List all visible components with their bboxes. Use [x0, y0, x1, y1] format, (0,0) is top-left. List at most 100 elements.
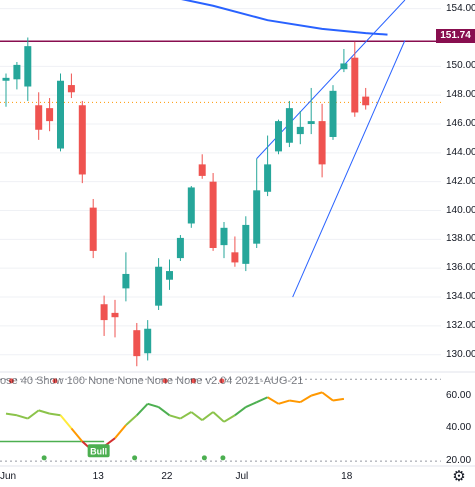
- oscillator-line-segment: [5, 412, 18, 417]
- candle-body: [13, 64, 21, 80]
- oscillator-dot: [201, 455, 207, 461]
- candle-body: [67, 85, 75, 93]
- oscillator-line-segment: [59, 414, 73, 430]
- candle-body: [198, 164, 206, 176]
- oscillator-dot: [220, 455, 226, 461]
- candle-body: [209, 181, 217, 248]
- candle-body: [155, 266, 163, 306]
- oscillator-line-segment: [212, 411, 225, 423]
- candle-body: [329, 90, 337, 137]
- price-tick-label: 136.00: [446, 262, 475, 274]
- candle-body: [187, 187, 195, 224]
- candle-body: [100, 304, 108, 321]
- oscillator-line-segment: [114, 424, 127, 439]
- oscillator-line-segment: [245, 401, 258, 409]
- oscillator-dot: [190, 378, 196, 384]
- candle-body: [253, 190, 261, 244]
- candle-body: [133, 330, 141, 357]
- date-axis[interactable]: Jun 13 22 Jul 18: [0, 466, 441, 487]
- candle-body: [46, 108, 54, 122]
- candle-body: [220, 227, 228, 246]
- candle-body: [144, 328, 152, 354]
- candle-body: [24, 46, 32, 87]
- price-tick-label: 134.00: [446, 291, 475, 303]
- oscillator-line-segment: [201, 411, 214, 421]
- channel-line: [292, 40, 406, 298]
- candle-body: [275, 121, 282, 152]
- oscillator-line-segment: [16, 414, 29, 420]
- oscillator-line-segment: [267, 396, 280, 405]
- oscillator-line-segment: [190, 411, 203, 421]
- oscillator-line-segment: [49, 412, 61, 417]
- oscillator-tick-label: 40.00: [446, 422, 472, 434]
- oscillator-header: ose 40 Show 100 None None None None v2.0…: [0, 375, 304, 387]
- candle-body: [111, 312, 119, 318]
- oscillator-dot: [219, 378, 225, 384]
- candle-body: [351, 57, 359, 113]
- oscillator-line-segment: [70, 427, 84, 443]
- oscillator-line-segment: [223, 414, 236, 423]
- candle-body: [307, 121, 315, 124]
- oscillator-line-segment: [125, 414, 138, 426]
- date-tick-label: 22: [161, 471, 173, 482]
- oscillator-line-segment: [332, 397, 345, 402]
- oscillator-line-segment: [179, 411, 192, 420]
- oscillator-line-segment: [38, 409, 50, 415]
- oscillator-line-segment: [234, 406, 247, 417]
- oscillator-dot: [162, 378, 168, 384]
- oscillator-dot: [8, 378, 14, 384]
- price-tick-label: 130.00: [446, 348, 475, 360]
- candle-body: [166, 271, 173, 280]
- oscillator-line-segment: [157, 406, 171, 417]
- date-tick-label: 13: [92, 471, 104, 482]
- oscillator-dot: [41, 455, 47, 461]
- candle-body: [285, 108, 293, 143]
- date-tick-label: Jun: [0, 471, 17, 482]
- candle-body: [340, 63, 348, 70]
- oscillator-line-segment: [321, 391, 334, 402]
- candle-body: [296, 126, 304, 135]
- oscillator-line-segment: [136, 403, 149, 416]
- candle-body: [362, 96, 370, 106]
- date-tick-label: Jul: [235, 471, 249, 482]
- candle-body: [242, 224, 250, 264]
- oscillator-tick-label: 20.00: [446, 455, 472, 467]
- oscillator-line-segment: [147, 402, 159, 409]
- price-axis[interactable]: 154.00 150.00 148.00 146.00 144.00 142.00 140.…: [441, 0, 475, 372]
- oscillator-tick-label: 60.00: [446, 389, 472, 401]
- oscillator-line-segment: [278, 399, 290, 405]
- price-tick-label: 142.00: [446, 175, 475, 187]
- last-price-badge: 151.74: [436, 29, 475, 43]
- oscillator-line-segment: [169, 414, 181, 420]
- oscillator-line-segment: [289, 399, 301, 404]
- candle-body: [78, 105, 86, 175]
- candle-body: [35, 105, 43, 130]
- oscillator-line-segment: [256, 396, 269, 404]
- price-tick-label: 140.00: [446, 204, 475, 216]
- oscillator-dot: [52, 378, 58, 384]
- oscillator-line-segment: [310, 391, 323, 397]
- candle-body: [89, 207, 97, 251]
- price-tick-label: 138.00: [446, 233, 475, 245]
- candle-body: [231, 252, 239, 263]
- candle-body: [176, 237, 184, 259]
- oscillator-dot: [132, 455, 138, 461]
- candle-body: [122, 273, 130, 289]
- gear-icon[interactable]: ⚙: [452, 468, 466, 485]
- oscillator-line-segment: [27, 409, 40, 420]
- price-tick-label: 150.00: [446, 60, 475, 72]
- price-tick-label: 146.00: [446, 118, 475, 129]
- price-tick-label: 154.00: [446, 2, 475, 14]
- oscillator-axis[interactable]: 60.00 40.00 20.00: [441, 376, 475, 466]
- price-tick-label: 132.00: [446, 319, 475, 331]
- candle-body: [57, 80, 64, 149]
- oscillator-line-segment: [299, 394, 312, 404]
- candle-body: [318, 121, 326, 165]
- price-tick-label: 148.00: [446, 89, 475, 101]
- moving-average-line: [181, 0, 388, 36]
- candle-body: [2, 77, 10, 81]
- bull-label: Bull: [90, 446, 107, 456]
- bull-label-box: [87, 444, 110, 458]
- date-tick-label: 18: [341, 471, 353, 482]
